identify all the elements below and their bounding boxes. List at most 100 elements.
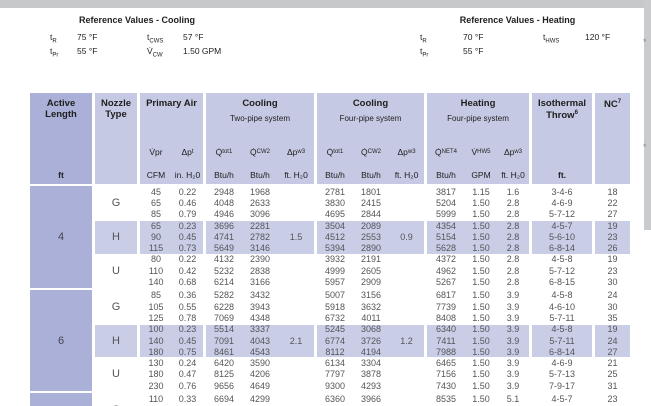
nozzle-type-cell: H bbox=[112, 230, 120, 243]
nc-value: 21 bbox=[607, 358, 618, 369]
throw-value: 5-6-10 bbox=[548, 231, 575, 242]
dpw-heating-value: 2.8 bbox=[506, 197, 520, 208]
dpw-heating-value: 2.8 bbox=[506, 277, 520, 288]
qtot-two-pipe-value: 6228 bbox=[213, 301, 235, 312]
unit-in-h2o: in. H₂0 bbox=[174, 170, 201, 180]
cfm-value: 65 bbox=[150, 197, 161, 208]
qnet-value: 5154 bbox=[435, 231, 457, 242]
qtot-four-pipe-value: 5394 bbox=[324, 243, 346, 254]
group-separator bbox=[95, 357, 630, 359]
qnet-value: 4372 bbox=[435, 254, 457, 265]
cfm-value: 105 bbox=[148, 301, 164, 312]
nc-value: 30 bbox=[607, 301, 618, 312]
table-section: 4 1.5 0.9 G 45 0.22 2948 1968 2781 1801 3817 1.15 1.… bbox=[30, 186, 630, 288]
header-bg-primary-air bbox=[140, 93, 203, 184]
dpw-two-pipe-cell bbox=[278, 393, 314, 406]
highlight-band bbox=[595, 219, 630, 254]
qtot-four-pipe-value: 2781 bbox=[324, 186, 346, 197]
header-bg-nozzle bbox=[95, 93, 137, 184]
qcw-four-pipe-value: 3156 bbox=[360, 290, 382, 301]
dpw-heating-value: 2.8 bbox=[506, 243, 520, 254]
vhw-value: 1.50 bbox=[472, 312, 490, 323]
group-separator bbox=[95, 323, 630, 325]
vhw-value: 1.15 bbox=[472, 186, 490, 197]
qcw-two-pipe-value: 4206 bbox=[249, 369, 271, 380]
reference-cooling-title: Reference Values - Cooling bbox=[78, 15, 196, 25]
qcw-four-pipe-value: 2553 bbox=[360, 231, 382, 242]
top-bar bbox=[0, 0, 651, 8]
qtot-two-pipe-value: 4132 bbox=[213, 254, 235, 265]
qtot-four-pipe-value: 5918 bbox=[324, 301, 346, 312]
qnet-value: 6817 bbox=[435, 290, 457, 301]
vhw-value: 1.50 bbox=[472, 393, 490, 404]
nozzle-type-cell: G bbox=[111, 196, 121, 209]
dpt-value: 0.22 bbox=[178, 254, 197, 265]
qtot-two-pipe-value: 5282 bbox=[213, 290, 235, 301]
vhw-value: 1.50 bbox=[472, 265, 490, 276]
nc-value: 23 bbox=[607, 231, 618, 242]
unit-ft-h2o: ft. H₂0 bbox=[284, 170, 308, 180]
dpw-heating-value: 3.9 bbox=[506, 290, 520, 301]
ref-value: 70 °F bbox=[463, 32, 484, 42]
header-bg-throw bbox=[532, 93, 592, 184]
qcw-two-pipe-value: 2782 bbox=[249, 231, 271, 242]
column-header-nc: NC7 bbox=[603, 99, 622, 111]
column-header-cooling-four-pipe: Cooling Four-pipe system bbox=[339, 98, 402, 124]
qtot-four-pipe-value: 4999 bbox=[324, 265, 346, 276]
qcw-two-pipe-value: 2390 bbox=[249, 254, 271, 265]
throw-value: 4-5-8 bbox=[551, 324, 573, 335]
cfm-value: 180 bbox=[148, 346, 164, 357]
qcw-four-pipe-value: 4011 bbox=[361, 312, 381, 323]
nozzle-type-cell: U bbox=[112, 368, 120, 381]
throw-value: 5-7-12 bbox=[548, 265, 575, 276]
qcw-two-pipe-value: 4348 bbox=[249, 312, 271, 323]
table-header: Active Length Nozzle Type Primary Air Co… bbox=[30, 93, 630, 184]
vhw-value: 1.50 bbox=[472, 254, 490, 265]
header-bg-cooling-four-pipe bbox=[317, 93, 424, 184]
throw-value: 4-5-8 bbox=[551, 254, 573, 265]
ref-value: 1.50 GPM bbox=[183, 46, 222, 56]
qcw-four-pipe-value: 3304 bbox=[360, 358, 382, 369]
qcw-four-pipe-value: 2844 bbox=[360, 209, 382, 220]
scrollbar-thumb[interactable] bbox=[644, 0, 651, 230]
qcw-two-pipe-value: 1968 bbox=[249, 186, 271, 197]
column-header-cooling-two-pipe: Cooling Two-pipe system bbox=[229, 98, 291, 124]
qcw-four-pipe-value: 3966 bbox=[360, 393, 382, 404]
symbol-q-tot-2p: Q̇ tot 1 bbox=[215, 147, 233, 157]
cfm-value: 85 bbox=[150, 290, 161, 301]
table-body: 4 1.5 0.9 G 45 0.22 2948 1968 2781 1801 3817 1.15 1.… bbox=[30, 186, 630, 406]
qnet-value: 5628 bbox=[435, 243, 457, 254]
cfm-value: 180 bbox=[148, 369, 164, 380]
qtot-two-pipe-value: 2948 bbox=[213, 186, 235, 197]
dpt-value: 0.79 bbox=[178, 209, 197, 220]
qcw-four-pipe-value: 2890 bbox=[360, 243, 382, 254]
qtot-two-pipe-value: 8461 bbox=[213, 346, 235, 357]
qtot-four-pipe-value: 5245 bbox=[324, 324, 346, 335]
dpw-four-pipe-cell bbox=[389, 393, 424, 406]
dpw-heating-value: 3.9 bbox=[506, 380, 520, 391]
qnet-value: 8408 bbox=[435, 312, 457, 323]
cfm-value: 125 bbox=[148, 312, 164, 323]
nc-value: 26 bbox=[607, 243, 618, 254]
reference-heating-title: Reference Values - Heating bbox=[459, 15, 576, 25]
throw-value: 6-8-15 bbox=[548, 277, 575, 288]
vhw-value: 1.50 bbox=[472, 209, 490, 220]
symbol-dpw-heating: Δp w 3 bbox=[503, 147, 523, 157]
cfm-value: 130 bbox=[148, 358, 164, 369]
throw-value: 4-6-9 bbox=[551, 358, 573, 369]
dpw-heating-value: 3.9 bbox=[506, 312, 520, 323]
nozzle-type-cell: U bbox=[112, 264, 120, 277]
unit-btuh: Btu/h bbox=[325, 170, 345, 180]
dpt-value: 0.55 bbox=[178, 301, 197, 312]
nc-value: 30 bbox=[607, 277, 618, 288]
qcw-two-pipe-value: 3166 bbox=[249, 277, 271, 288]
throw-value: 7-9-17 bbox=[548, 380, 575, 391]
dpw-four-pipe-cell: 1.2 bbox=[400, 335, 413, 346]
header-bg-active-length bbox=[30, 93, 92, 184]
nc-value: 18 bbox=[607, 186, 618, 197]
highlight-band bbox=[427, 219, 529, 254]
vhw-value: 1.50 bbox=[472, 380, 490, 391]
qcw-four-pipe-value: 2909 bbox=[360, 277, 382, 288]
dpt-value: 0.76 bbox=[178, 380, 197, 391]
